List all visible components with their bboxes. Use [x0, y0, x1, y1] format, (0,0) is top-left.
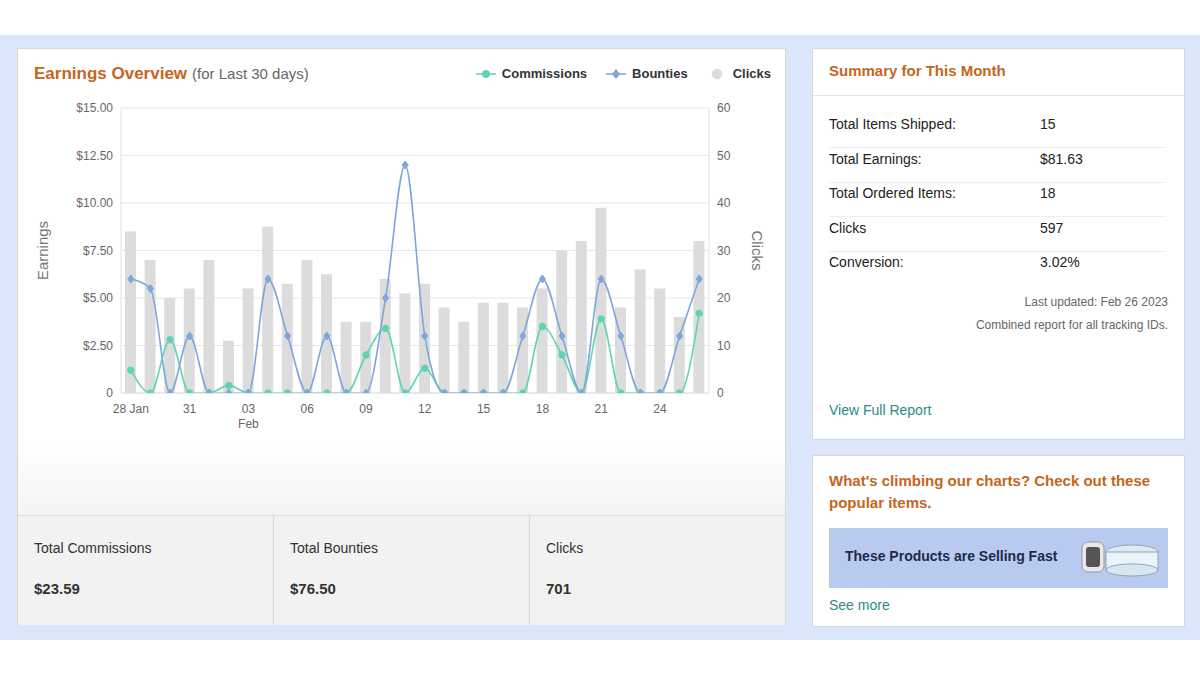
svg-text:$5.00: $5.00: [83, 291, 113, 305]
html-text:Commissions: Commissions: [501, 66, 588, 81]
html-text:Clicks: Clicks: [829, 219, 867, 236]
svg-text:28 Jan: 28 Jan: [113, 402, 149, 416]
html-text:18: 18: [1040, 185, 1056, 201]
svg-text:40: 40: [717, 196, 731, 210]
html-text:3.02%: 3.02%: [1040, 254, 1080, 270]
html-text:Bounties: Bounties: [632, 66, 688, 81]
html-text:Clicks: Clicks: [546, 540, 584, 556]
html-text:These Products are Selling Fas: These Products are Selling Fast: [845, 548, 1058, 564]
html-text:15: 15: [1040, 116, 1056, 132]
html-text:Total Bounties: Total Bounties: [290, 540, 378, 556]
svg-text:12: 12: [418, 402, 432, 416]
svg-text:21: 21: [595, 402, 609, 416]
svg-text:Earnings: Earnings: [34, 221, 51, 280]
svg-text:$2.50: $2.50: [83, 339, 113, 353]
html-text:Conversion:: Conversion:: [829, 254, 904, 270]
svg-text:60: 60: [717, 101, 731, 115]
svg-text:50: 50: [717, 149, 731, 163]
svg-text:31: 31: [183, 402, 197, 416]
html-text:See more: See more: [829, 597, 890, 613]
svg-text:0: 0: [717, 386, 724, 400]
html-text:Total Commissions: Total Commissions: [34, 540, 152, 556]
html-text:Last updated: Feb 26 2023: Last updated: Feb 26 2023: [1024, 295, 1168, 309]
svg-text:$7.50: $7.50: [83, 244, 113, 258]
html-text:What's climbing our charts? Ch: What's climbing our charts? Check out th…: [829, 472, 1151, 511]
svg-text:$12.50: $12.50: [76, 149, 113, 163]
svg-text:10: 10: [717, 339, 731, 353]
svg-text:30: 30: [717, 244, 731, 258]
svg-text:03Feb: 03Feb: [238, 402, 259, 431]
html-text:597: 597: [1040, 219, 1064, 236]
html-text:701: 701: [546, 580, 571, 597]
html-text:Total Ordered Items:: Total Ordered Items:: [829, 185, 956, 201]
svg-text:18: 18: [536, 402, 550, 416]
html-text:$76.50: $76.50: [290, 580, 336, 597]
html-text:View Full Report: View Full Report: [829, 402, 932, 418]
svg-text:Clicks: Clicks: [749, 231, 766, 271]
html-text:Earnings Overview (for Last 30: Earnings Overview (for Last 30 days): [34, 64, 309, 83]
svg-text:20: 20: [717, 291, 731, 305]
html-text:Total Items Shipped:: Total Items Shipped:: [829, 116, 956, 132]
html-text:Summary for This Month: Summary for This Month: [829, 62, 1006, 79]
html-text:$23.59: $23.59: [34, 580, 80, 597]
svg-text:$10.00: $10.00: [76, 196, 113, 210]
svg-text:$15.00: $15.00: [76, 101, 113, 115]
svg-text:15: 15: [477, 402, 491, 416]
html-text:$81.63: $81.63: [1040, 150, 1083, 167]
svg-text:24: 24: [653, 402, 667, 416]
svg-text:09: 09: [359, 402, 373, 416]
svg-text:0: 0: [106, 386, 113, 400]
html-text:Combined report for all tracki: Combined report for all tracking IDs.: [975, 318, 1168, 332]
html-text:Total Earnings:: Total Earnings:: [829, 150, 922, 167]
html-text:Clicks: Clicks: [732, 66, 771, 81]
svg-text:06: 06: [301, 402, 315, 416]
